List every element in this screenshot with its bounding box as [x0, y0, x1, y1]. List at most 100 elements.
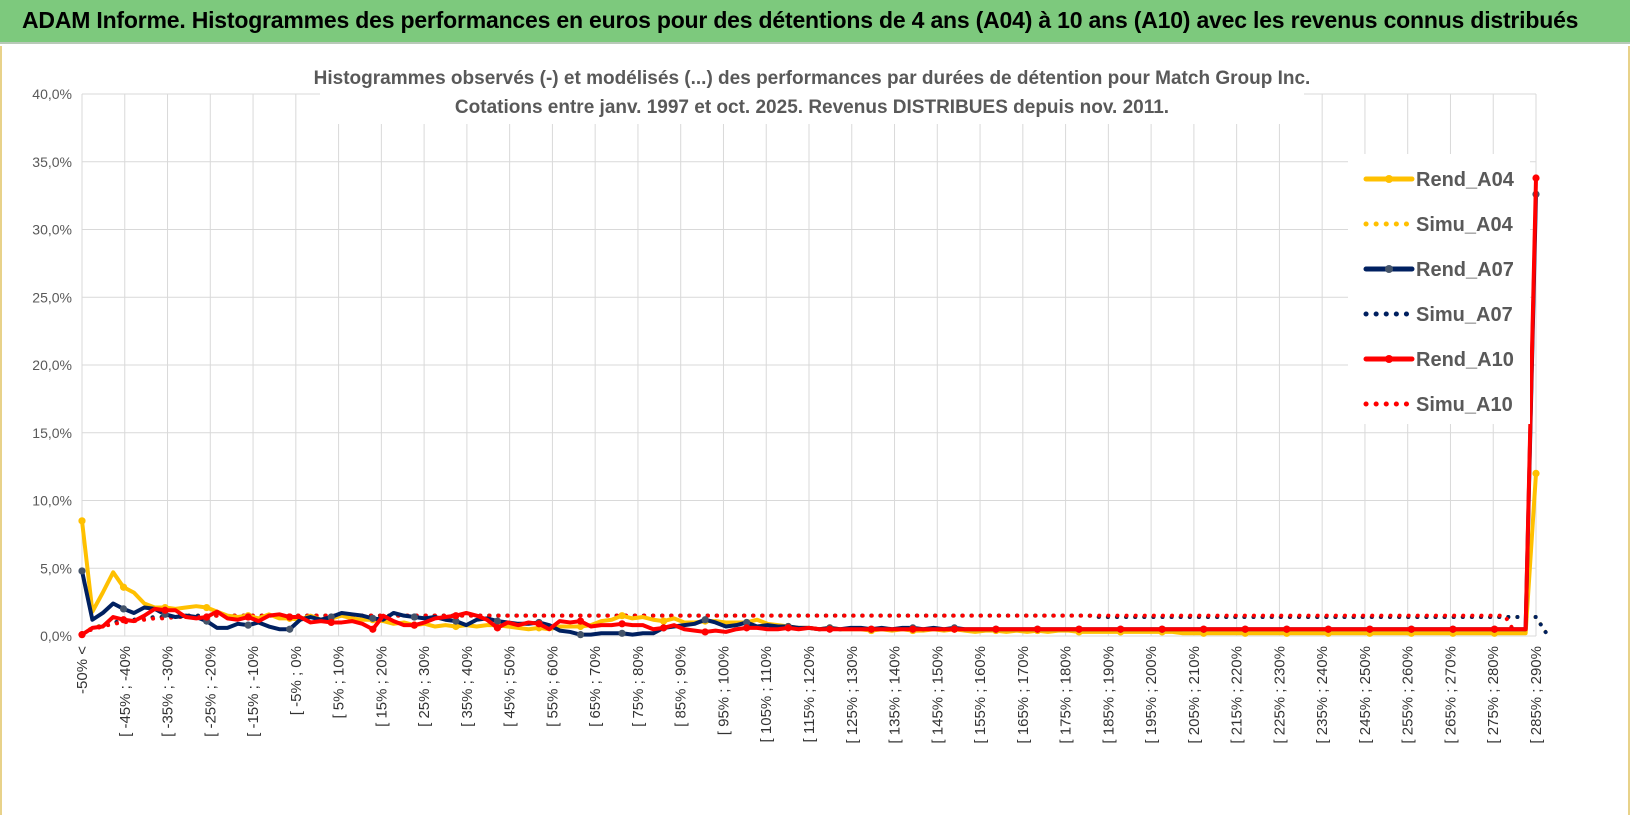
data-point — [369, 625, 377, 633]
x-tick-label: [ 285% ; 290% — [1528, 646, 1545, 744]
x-tick-label: [ -25% ; -20% — [202, 646, 219, 737]
x-tick-label: [ 235% ; 240% — [1314, 646, 1331, 744]
data-point — [950, 625, 959, 633]
chart-title: Histogrammes observés (-) et modélisés (… — [314, 68, 1311, 89]
data-point — [1033, 625, 1042, 633]
x-tick-label: [ 15% ; 20% — [373, 646, 390, 727]
data-point — [618, 612, 626, 620]
data-point — [161, 606, 169, 614]
legend-marker — [1385, 355, 1393, 363]
legend-label: Rend_A07 — [1416, 259, 1514, 281]
x-tick-label: [ 85% ; 90% — [673, 646, 690, 727]
legend-marker — [1385, 265, 1393, 273]
data-point — [992, 625, 1000, 633]
data-point — [660, 624, 668, 632]
data-point — [203, 613, 211, 621]
report-title: ADAM Informe. Histogrammes des performan… — [22, 7, 1579, 33]
y-tick-label: 0,0% — [40, 628, 72, 644]
y-tick-label: 35,0% — [32, 154, 72, 170]
x-tick-label: [ 135% ; 140% — [887, 646, 904, 744]
legend-item: Simu_A10 — [1363, 394, 1513, 416]
data-point — [119, 583, 128, 591]
data-point — [1241, 625, 1249, 633]
data-point — [452, 612, 460, 620]
data-point — [78, 517, 86, 525]
chart-subtitle: Cotations entre janv. 1997 et oct. 2025.… — [455, 97, 1169, 118]
data-point — [576, 622, 585, 631]
data-point — [452, 617, 460, 625]
data-point — [701, 628, 709, 636]
data-point — [1116, 625, 1125, 633]
x-tick-label: [ 255% ; 260% — [1400, 646, 1417, 744]
data-point — [286, 625, 294, 633]
data-point — [1407, 625, 1415, 633]
data-point — [576, 631, 585, 639]
data-point — [1532, 469, 1540, 477]
data-point — [909, 625, 917, 633]
x-tick-label: [ 265% ; 270% — [1442, 646, 1459, 744]
data-point — [535, 620, 543, 628]
x-tick-label: [ 35% ; 40% — [459, 646, 476, 727]
data-point — [203, 603, 211, 612]
data-point — [327, 613, 335, 621]
x-tick-label: [ 105% ; 110% — [758, 646, 775, 742]
x-tick-label: [ 215% ; 220% — [1229, 646, 1246, 744]
x-tick-label: [ 185% ; 190% — [1100, 646, 1117, 744]
legend-item: Rend_A07 — [1363, 259, 1514, 281]
y-tick-label: 30,0% — [32, 222, 72, 238]
legend-label: Simu_A10 — [1416, 394, 1513, 416]
x-tick-label: [ 5% ; 10% — [331, 646, 348, 719]
legend-marker — [1385, 175, 1393, 183]
data-point — [1532, 174, 1540, 182]
legend-label: Simu_A07 — [1416, 304, 1513, 326]
x-tick-label: [ -15% ; -10% — [245, 646, 262, 737]
data-point — [701, 616, 709, 624]
series-layer — [78, 174, 1549, 639]
y-tick-label: 5,0% — [40, 560, 72, 576]
data-point — [119, 616, 128, 624]
data-point — [1158, 625, 1166, 633]
x-tick-label: [ 25% ; 30% — [416, 646, 433, 727]
x-tick-label: [ -35% ; -30% — [160, 646, 177, 737]
data-point — [743, 618, 751, 627]
x-tick-label: [ 65% ; 70% — [587, 646, 604, 727]
x-tick-label: [ 195% ; 200% — [1143, 646, 1160, 744]
report-banner: ADAM Informe. Histogrammes des performan… — [0, 0, 1630, 44]
data-point — [1283, 625, 1291, 633]
legend-label: Rend_A04 — [1416, 169, 1515, 191]
data-point — [867, 625, 875, 633]
y-axis: 0,0% 5,0% 10,0% 15,0% 20,0% 25,0% 30,0% 35,0% 40… — [32, 86, 72, 644]
y-tick-label: 25,0% — [32, 289, 72, 305]
y-tick-label: 40,0% — [32, 86, 72, 102]
data-point — [743, 624, 751, 632]
x-tick-label: [ 275% ; 280% — [1485, 646, 1502, 744]
data-point — [1449, 625, 1457, 633]
data-point — [327, 618, 335, 627]
x-tick-label: [ 45% ; 50% — [502, 646, 519, 727]
legend-item: Rend_A04 — [1363, 169, 1515, 191]
x-tick-label: -50% < — [74, 646, 91, 694]
data-point — [410, 613, 418, 621]
grid-layer — [81, 93, 1537, 637]
chart-frame: Histogrammes observés (-) et modélisés (… — [0, 46, 1630, 815]
series-rend-a10 — [78, 174, 1540, 639]
histogram-chart: Histogrammes observés (-) et modélisés (… — [32, 62, 1549, 744]
data-point — [78, 631, 86, 639]
data-point — [826, 625, 834, 633]
legend-item: Simu_A04 — [1363, 214, 1514, 236]
x-tick-label: [ 125% ; 130% — [844, 646, 861, 744]
legend-item: Rend_A10 — [1363, 349, 1514, 371]
x-axis: -50% < [ -45% ; -40% [ -35% ; -30% [ -25% ;… — [74, 646, 1545, 744]
data-point — [493, 624, 502, 632]
data-point — [1075, 625, 1083, 633]
legend-label: Rend_A10 — [1416, 349, 1514, 371]
data-point — [618, 629, 626, 637]
data-point — [493, 617, 502, 625]
data-point — [286, 613, 294, 621]
x-tick-label: [ 55% ; 60% — [544, 646, 561, 727]
x-tick-label: [ 145% ; 150% — [929, 646, 946, 744]
data-point — [119, 605, 128, 613]
y-tick-label: 20,0% — [32, 357, 72, 373]
data-point — [78, 567, 86, 575]
legend-label: Simu_A04 — [1416, 214, 1514, 236]
